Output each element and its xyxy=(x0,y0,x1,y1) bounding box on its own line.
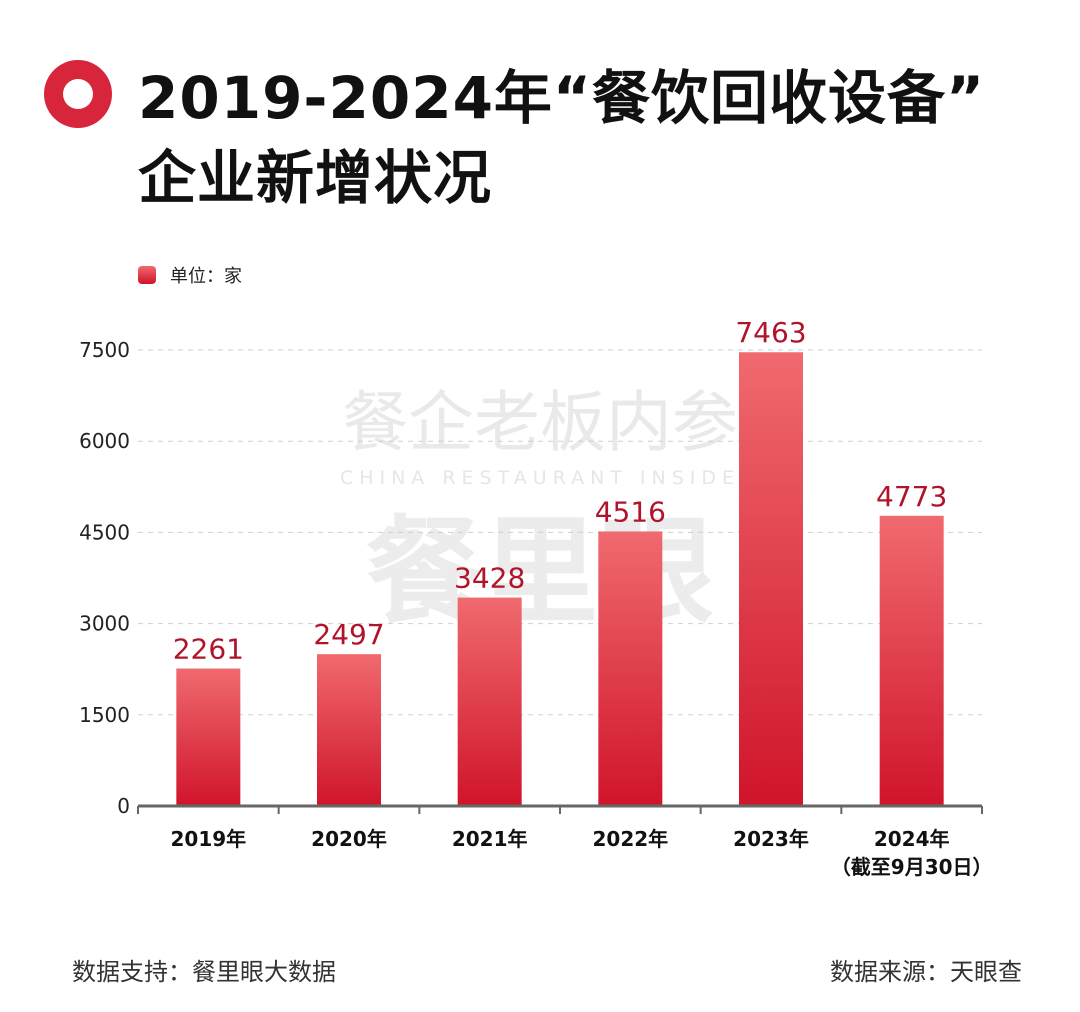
y-tick-label: 3000 xyxy=(79,612,130,636)
title-line-1: 2019-2024年“餐饮回收设备” xyxy=(138,64,986,132)
legend: 单位：家 xyxy=(138,262,242,288)
y-tick-label: 7500 xyxy=(79,338,130,362)
x-tick-label: 2019年 xyxy=(170,827,246,851)
watermark-subtitle: CHINA RESTAURANT INSIDE xyxy=(340,467,740,489)
y-tick-label: 4500 xyxy=(79,520,130,544)
grid xyxy=(138,349,982,716)
bar-value-label: 4773 xyxy=(876,480,947,513)
bar xyxy=(317,654,381,806)
bar xyxy=(739,352,803,806)
bar xyxy=(457,597,522,806)
watermark-brand: 餐企老板内参 xyxy=(342,384,738,461)
bar-value-label: 7463 xyxy=(735,316,806,349)
y-tick-label: 1500 xyxy=(79,703,130,727)
bars: 2261 2497 3428 4516 7463 4773 xyxy=(173,316,947,806)
x-tick-label: 2024年 xyxy=(874,827,950,851)
y-tick-label: 0 xyxy=(117,794,130,818)
y-axis: 0 1500 3000 4500 6000 7500 xyxy=(79,338,130,818)
title-ring-icon xyxy=(44,60,112,128)
bar-value-label: 3428 xyxy=(454,562,525,595)
x-axis: 2019年 2020年 2021年 2022年 2023年 2024年 （截至9月30日） xyxy=(137,804,993,879)
legend-swatch xyxy=(138,266,156,284)
bar xyxy=(176,668,241,806)
bar-value-label: 2261 xyxy=(173,633,244,666)
chart-title: 2019-2024年“餐饮回收设备” 企业新增状况 xyxy=(138,58,985,218)
y-tick-label: 6000 xyxy=(79,429,130,453)
legend-label: 单位：家 xyxy=(170,266,242,287)
bar-value-label: 4516 xyxy=(595,495,666,528)
x-tick-label: 2021年 xyxy=(452,827,528,851)
watermark: 餐企老板内参 CHINA RESTAURANT INSIDE 餐里眼 xyxy=(340,384,740,640)
x-tick-label: 2022年 xyxy=(592,827,668,851)
x-tick-label: 2023年 xyxy=(733,827,809,851)
footer-data-support: 数据支持：餐里眼大数据 xyxy=(72,958,336,986)
x-tick-label: 2020年 xyxy=(311,827,387,851)
bar xyxy=(879,515,944,806)
bar-value-label: 2497 xyxy=(313,618,384,651)
title-line-2: 企业新增状况 xyxy=(138,144,493,212)
footer-data-source: 数据来源：天眼查 xyxy=(830,958,1022,986)
x-tick-sublabel: （截至9月30日） xyxy=(831,855,993,879)
bar xyxy=(598,531,663,806)
